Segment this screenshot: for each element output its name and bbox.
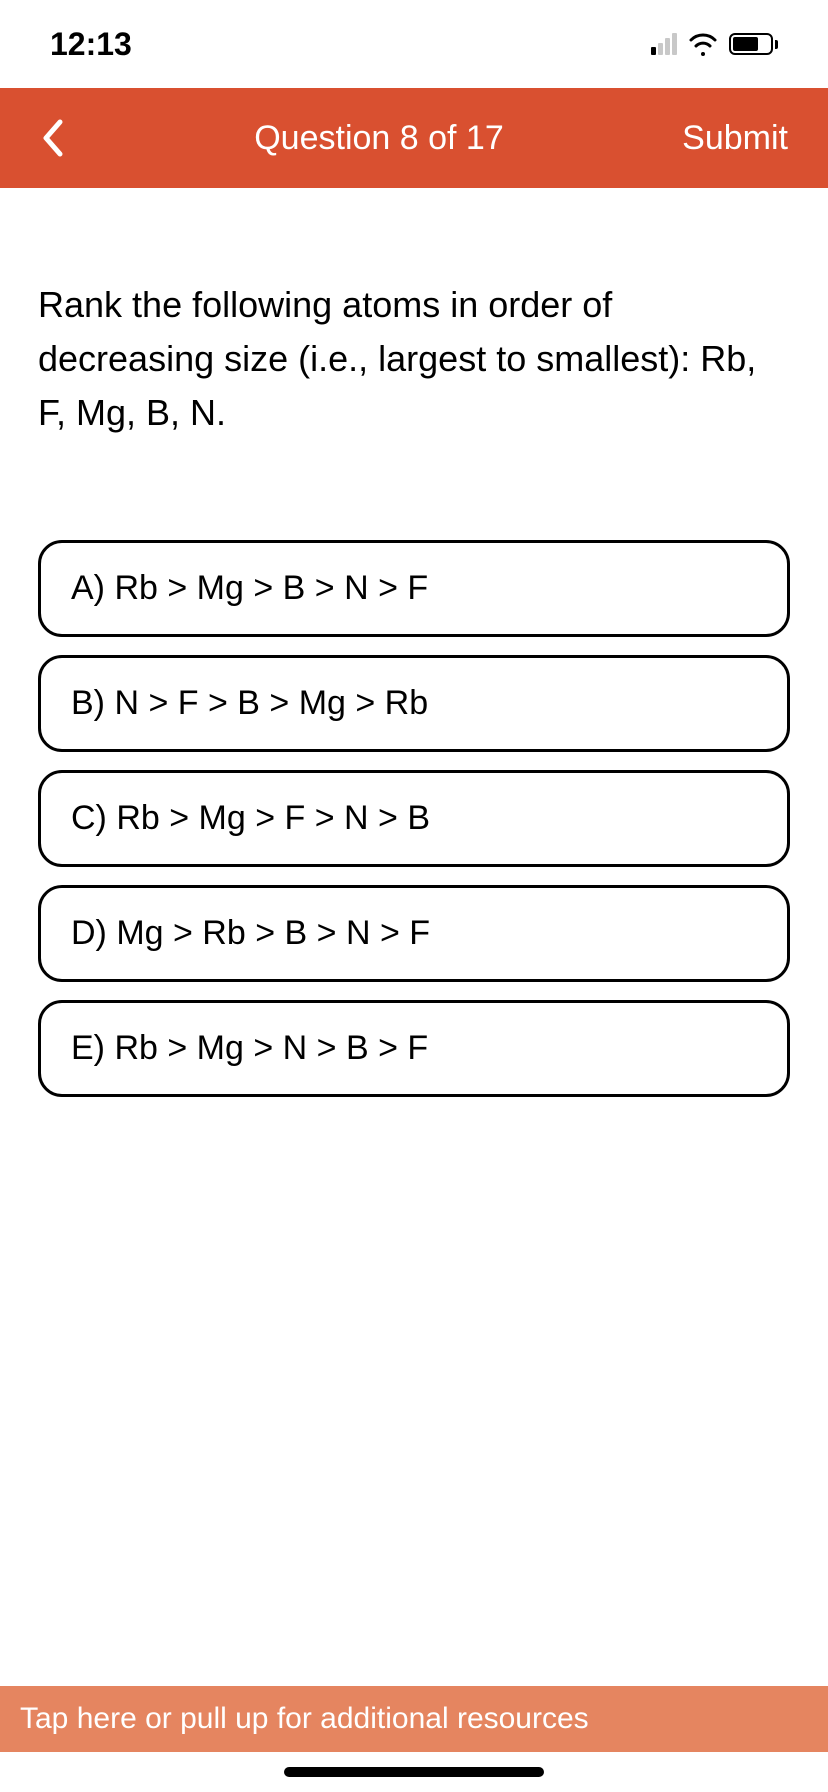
cellular-signal-icon — [651, 33, 677, 55]
wifi-icon — [687, 32, 719, 56]
status-bar: 12:13 — [0, 0, 828, 88]
question-text: Rank the following atoms in order of dec… — [38, 278, 790, 440]
bottom-bar: Tap here or pull up for additional resou… — [0, 1686, 828, 1792]
home-indicator[interactable] — [284, 1767, 544, 1777]
options-list: A) Rb > Mg > B > N > F B) N > F > B > Mg… — [38, 540, 790, 1097]
back-button[interactable] — [40, 118, 100, 158]
option-c[interactable]: C) Rb > Mg > F > N > B — [38, 770, 790, 867]
option-e[interactable]: E) Rb > Mg > N > B > F — [38, 1000, 790, 1097]
nav-header: Question 8 of 17 Submit — [0, 88, 828, 188]
home-indicator-area — [0, 1752, 828, 1792]
option-d[interactable]: D) Mg > Rb > B > N > F — [38, 885, 790, 982]
option-b[interactable]: B) N > F > B > Mg > Rb — [38, 655, 790, 752]
content-area: Rank the following atoms in order of dec… — [0, 188, 828, 1792]
resources-bar[interactable]: Tap here or pull up for additional resou… — [0, 1686, 828, 1752]
status-time: 12:13 — [50, 26, 132, 63]
battery-icon — [729, 33, 778, 55]
page-title: Question 8 of 17 — [100, 119, 658, 158]
submit-button[interactable]: Submit — [658, 119, 788, 158]
status-icons — [651, 32, 778, 56]
option-a[interactable]: A) Rb > Mg > B > N > F — [38, 540, 790, 637]
chevron-left-icon — [40, 118, 64, 158]
